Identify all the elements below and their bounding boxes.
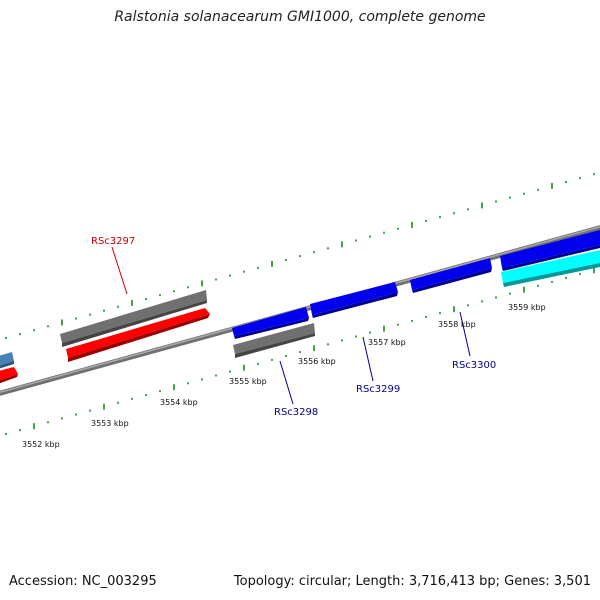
kbp-label-3552: 3552 kbp [22, 440, 60, 449]
gene-label-rsc3299: RSc3299 [356, 384, 400, 395]
gene-rsc3300-blue[interactable] [410, 258, 492, 293]
kbp-label-3554: 3554 kbp [160, 398, 198, 407]
kbp-label-3557: 3557 kbp [368, 338, 406, 347]
gene-label-rsc3297: RSc3297 [91, 236, 135, 247]
gene-rsc3297-gray[interactable] [60, 290, 207, 347]
gene-rsc3298-blue[interactable] [232, 307, 309, 339]
gene-rsc3302-cyan[interactable] [501, 250, 600, 287]
gene-rsc3297-red[interactable] [66, 308, 210, 362]
gene-rsc3298-gray[interactable] [233, 323, 315, 358]
kbp-label-3553: 3553 kbp [91, 419, 129, 428]
tick-marks [5, 173, 595, 435]
kbp-label-3559: 3559 kbp [508, 303, 546, 312]
accession-text: Accession: NC_003295 [9, 574, 157, 589]
gene-rsc3299-blue[interactable] [310, 282, 398, 318]
kbp-label-3556: 3556 kbp [298, 357, 336, 366]
gene-label-rsc3300: RSc3300 [452, 360, 496, 371]
gene-rsc3296-red[interactable] [0, 367, 18, 385]
topology-text: Topology: circular; Length: 3,716,413 bp… [233, 574, 591, 589]
kbp-labels: 3552 kbp 3553 kbp 3554 kbp 3555 kbp 3556… [22, 303, 546, 449]
kbp-label-3555: 3555 kbp [229, 377, 267, 386]
kbp-label-3558: 3558 kbp [438, 320, 476, 329]
gene-label-rsc3298: RSc3298 [274, 407, 318, 418]
gene-rsc3296-steel[interactable] [0, 352, 14, 370]
label-leaders [111, 246, 471, 405]
gene-labels: RSc3297 RSc3298 RSc3299 RSc3300 [91, 236, 496, 418]
gene-rsc3301-blue[interactable] [500, 230, 600, 271]
map-title: Ralstonia solanacearum GMI1000, complete… [114, 9, 486, 25]
